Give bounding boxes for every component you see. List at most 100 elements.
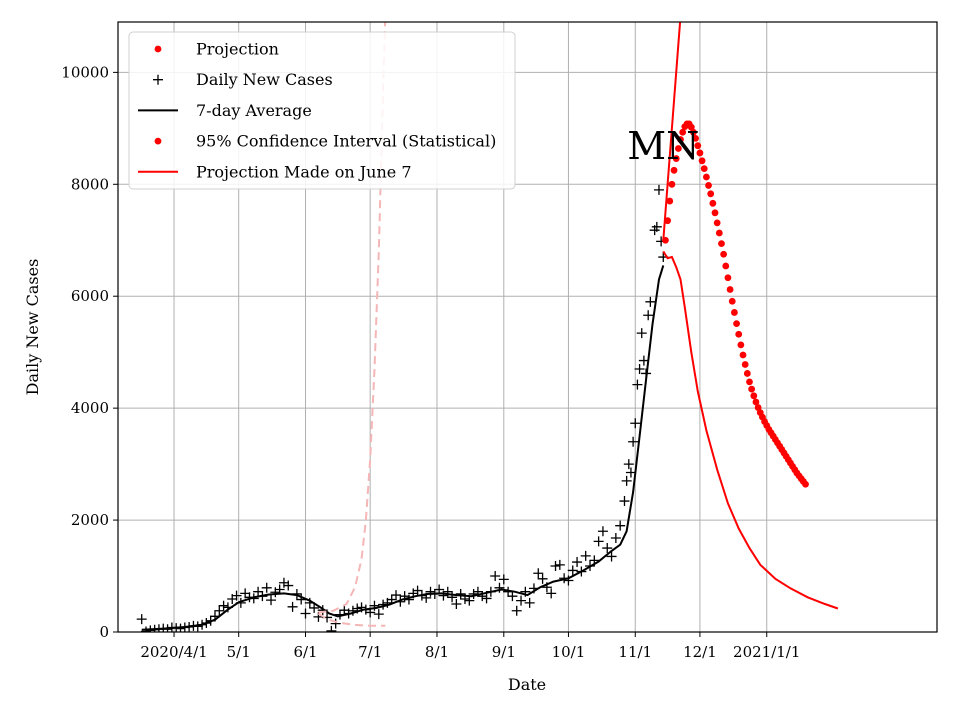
point-daily-new-cases (261, 582, 272, 593)
point-projection (724, 274, 732, 282)
point-daily-new-cases (481, 593, 492, 604)
point-projection (662, 236, 669, 244)
point-projection (728, 297, 736, 305)
point-projection (715, 229, 723, 237)
legend-marker-plus (153, 74, 163, 85)
point-daily-new-cases (468, 588, 479, 599)
legend-entry-daily-new-cases: Daily New Cases (153, 70, 333, 89)
legend-label: Projection (196, 40, 279, 59)
point-projection (705, 182, 712, 189)
point-projection (722, 262, 730, 270)
series-layer (136, 22, 839, 632)
legend-box (128, 31, 516, 190)
point-projection (739, 351, 747, 359)
series-line-projection-made-on-june-7 (318, 22, 387, 614)
point-projection (698, 157, 706, 165)
point-daily-new-cases (606, 551, 617, 562)
point-projection (733, 320, 740, 328)
point-projection (707, 190, 715, 198)
legend-entry-projection: Projection (154, 40, 279, 59)
point-projection (666, 197, 674, 205)
point-daily-new-cases (550, 560, 561, 571)
point-daily-new-cases (546, 588, 557, 599)
x-axis: 2020/4/1 5/1 6/1 7/1 8/1 9/1 10/1 11/1 12/1 2021/… (140, 632, 800, 661)
point-daily-new-cases (490, 571, 501, 582)
point-projection (696, 149, 704, 157)
point-daily-new-cases (645, 296, 656, 307)
point-projection (802, 480, 809, 488)
point-projection (679, 128, 687, 136)
legend-label: Projection Made on June 7 (196, 162, 412, 181)
point-daily-new-cases (425, 586, 436, 597)
series-95-confidence-interval-statistical (662, 250, 839, 610)
point-daily-new-cases (451, 599, 462, 610)
x-tick-label: 2021/1/1 (733, 643, 800, 661)
point-daily-new-cases (572, 557, 583, 568)
legend-entry-projection-made-on-june-7: Projection Made on June 7 (138, 162, 412, 181)
point-daily-new-cases (593, 536, 604, 547)
point-daily-new-cases (628, 436, 639, 447)
point-projection (664, 217, 671, 225)
legend: Projection Daily New Cases 7-day Average 95… (128, 31, 516, 190)
series-projection-made-on-june-7 (317, 612, 386, 627)
point-daily-new-cases (231, 590, 242, 601)
point-projection (750, 392, 758, 400)
series-line-95-confidence-interval-statistical (662, 250, 839, 610)
point-daily-new-cases (623, 459, 634, 470)
x-tick-label: 9/1 (492, 643, 516, 661)
x-tick-label: 6/1 (293, 643, 317, 661)
x-tick-label: 10/1 (552, 643, 586, 661)
point-daily-new-cases (563, 575, 574, 586)
point-daily-new-cases (653, 184, 664, 195)
point-projection (735, 330, 743, 338)
point-daily-new-cases (634, 363, 645, 374)
annotations: MN (627, 124, 699, 168)
y-tick-label: 4000 (71, 399, 109, 417)
legend-label: 7-day Average (196, 101, 312, 120)
series-line-7-day-average (141, 265, 665, 631)
point-projection (737, 341, 745, 349)
point-projection (713, 219, 721, 227)
point-daily-new-cases (567, 565, 578, 576)
point-projection (741, 361, 749, 368)
point-daily-new-cases (287, 601, 298, 612)
legend-entry-95-confidence-interval-statistical: 95% Confidence Interval (Statistical) (154, 132, 496, 151)
series-projection (662, 120, 809, 488)
point-projection (692, 135, 700, 142)
point-daily-new-cases (533, 568, 544, 579)
point-daily-new-cases (630, 418, 641, 429)
legend-marker-dot (154, 137, 162, 145)
y-tick-label: 2000 (71, 511, 109, 529)
point-daily-new-cases (602, 543, 613, 554)
series-line-projection-made-on-june-7 (317, 612, 386, 627)
point-daily-new-cases (524, 597, 535, 608)
point-projection (726, 286, 734, 293)
point-projection (718, 240, 725, 248)
point-daily-new-cases (498, 574, 509, 585)
point-daily-new-cases (266, 595, 277, 606)
point-daily-new-cases (636, 328, 647, 339)
point-daily-new-cases (218, 600, 229, 611)
point-daily-new-cases (619, 496, 630, 507)
point-daily-new-cases (214, 605, 225, 616)
point-daily-new-cases (330, 618, 341, 629)
series-projection-made-on-june-7 (318, 22, 387, 614)
point-daily-new-cases (253, 586, 264, 597)
series-7-day-average (141, 265, 665, 631)
y-tick-label: 6000 (71, 287, 109, 305)
point-projection (690, 128, 697, 136)
annotation-label: MN (627, 124, 699, 168)
point-daily-new-cases (580, 550, 591, 561)
point-projection (668, 180, 676, 188)
point-daily-new-cases (464, 595, 475, 606)
point-projection (709, 199, 717, 207)
series-line-projection (662, 22, 682, 241)
point-daily-new-cases (373, 609, 384, 620)
point-daily-new-cases (494, 582, 505, 593)
point-projection (670, 166, 678, 174)
point-projection (743, 370, 751, 377)
legend-label: 95% Confidence Interval (Statistical) (196, 132, 496, 151)
point-projection (731, 309, 738, 316)
point-daily-new-cases (597, 526, 608, 537)
